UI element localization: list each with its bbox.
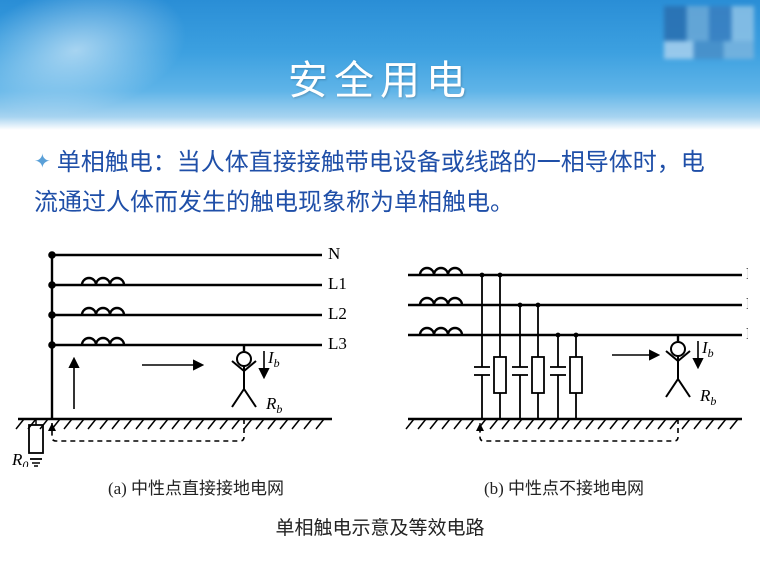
figure-main-caption: 单相触电示意及等效电路 [12,513,748,540]
figure: N L1 L2 L3 Ib Rb R0 [12,237,748,540]
svg-text:L2: L2 [328,304,347,323]
svg-text:Ib: Ib [701,338,714,360]
caption-b: (b) 中性点不接地电网 [380,474,748,499]
svg-text:L3: L3 [328,334,347,353]
svg-text:L1: L1 [328,274,347,293]
caption-a: (a) 中性点直接接地电网 [12,474,380,499]
svg-text:R0: R0 [12,450,28,467]
svg-text:Rb: Rb [699,386,716,408]
slide-title: 安全用电 [288,48,472,106]
svg-text:L3: L3 [746,324,748,343]
logo-blur [664,6,754,76]
svg-text:Rb: Rb [265,394,282,416]
svg-text:L2: L2 [746,294,748,313]
slide-header: 安全用电 [0,0,760,130]
svg-text:L1: L1 [746,264,748,283]
svg-text:N: N [328,244,340,263]
circuit-diagram: N L1 L2 L3 Ib Rb R0 [12,237,748,467]
diagram-a: N L1 L2 L3 Ib Rb R0 [12,244,347,467]
diagram-b: L1 L2 L3 Ib Rb [406,264,748,441]
svg-text:Ib: Ib [267,348,280,370]
